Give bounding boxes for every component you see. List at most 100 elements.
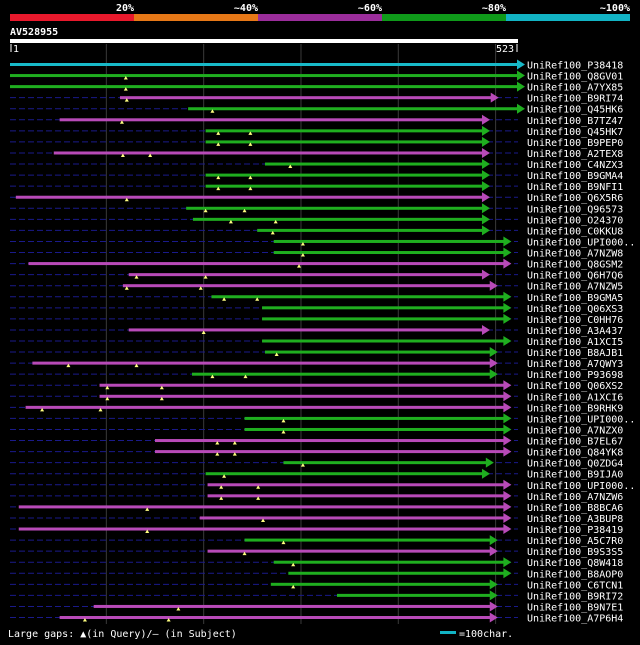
- hit-label[interactable]: UniRef100_A3A437: [527, 326, 623, 337]
- hit-label[interactable]: UniRef100_B9GMA4: [527, 171, 623, 182]
- hit-row[interactable]: UniRef100_O24370: [10, 214, 623, 226]
- hit-label[interactable]: UniRef100_B9S3S5: [527, 547, 623, 558]
- hit-label[interactable]: UniRef100_Q96573: [527, 204, 623, 215]
- hit-label[interactable]: UniRef100_A3BUP8: [527, 514, 623, 525]
- hit-label[interactable]: UniRef100_A7NZW6: [527, 492, 623, 503]
- hit-label[interactable]: UniRef100_B9PEP0: [527, 138, 623, 149]
- hit-label[interactable]: UniRef100_UPI000..: [527, 237, 635, 248]
- hit-label[interactable]: UniRef100_C4NZX3: [527, 160, 623, 171]
- hit-row[interactable]: UniRef100_A1XCI5: [10, 336, 623, 348]
- hit-row[interactable]: UniRef100_B9N7E1: [10, 601, 623, 613]
- hit-row[interactable]: UniRef100_A7NZW8: [10, 247, 623, 260]
- hit-row[interactable]: UniRef100_Q0ZDG4: [10, 457, 623, 470]
- hit-row[interactable]: UniRef100_A7YX85: [10, 81, 623, 94]
- hit-label[interactable]: UniRef100_UPI000..: [527, 481, 635, 492]
- hit-label[interactable]: UniRef100_B9NFI1: [527, 182, 623, 193]
- hit-row[interactable]: UniRef100_B9IJA0: [10, 468, 623, 481]
- hit-label[interactable]: UniRef100_A1XCI6: [527, 392, 623, 403]
- hit-label[interactable]: UniRef100_C6TCN1: [527, 580, 623, 591]
- hit-label[interactable]: UniRef100_B9RI74: [527, 94, 623, 105]
- hit-row[interactable]: UniRef100_B8AOP0: [10, 568, 623, 580]
- hit-label[interactable]: UniRef100_B8BCA6: [527, 503, 623, 514]
- hit-row[interactable]: UniRef100_A5C7R0: [10, 535, 623, 547]
- hit-row[interactable]: UniRef100_C0KKU8: [10, 225, 623, 237]
- hit-label[interactable]: UniRef100_C0HH76: [527, 315, 623, 326]
- hit-label[interactable]: UniRef100_A7YX85: [527, 83, 623, 94]
- hit-label[interactable]: UniRef100_UPI000..: [527, 414, 635, 425]
- hit-label[interactable]: UniRef100_B9N7E1: [527, 602, 623, 613]
- hit-label[interactable]: UniRef100_B7EL67: [527, 437, 623, 448]
- hit-row[interactable]: UniRef100_B8AJB1: [10, 347, 623, 359]
- hit-label[interactable]: UniRef100_Q06XS2: [527, 381, 623, 392]
- hit-row[interactable]: UniRef100_P38419: [10, 524, 623, 536]
- hit-row[interactable]: UniRef100_P38418: [10, 59, 623, 72]
- hit-row[interactable]: UniRef100_C4NZX3: [10, 159, 623, 171]
- hit-row[interactable]: UniRef100_UPI000..: [10, 413, 635, 425]
- hit-row[interactable]: UniRef100_Q84YK8: [10, 446, 623, 459]
- hit-row[interactable]: UniRef100_Q8GV01: [10, 70, 623, 83]
- hit-row[interactable]: UniRef100_Q45HK6: [10, 103, 623, 116]
- hit-label[interactable]: UniRef100_A7QWY3: [527, 359, 623, 370]
- hit-row[interactable]: UniRef100_Q6H7Q6: [10, 269, 623, 282]
- hit-label[interactable]: UniRef100_Q0ZDG4: [527, 459, 623, 470]
- hit-label[interactable]: UniRef100_C0KKU8: [527, 226, 623, 237]
- hit-row[interactable]: UniRef100_A1XCI6: [10, 391, 623, 403]
- hit-row[interactable]: UniRef100_UPI000..: [10, 236, 635, 248]
- hit-row[interactable]: UniRef100_A7QWY3: [10, 358, 623, 370]
- hit-row[interactable]: UniRef100_B9RI72: [10, 590, 623, 602]
- hit-row[interactable]: UniRef100_C6TCN1: [10, 579, 623, 591]
- hit-label[interactable]: UniRef100_Q45HK6: [527, 105, 623, 116]
- hit-row[interactable]: UniRef100_Q45HK7: [10, 125, 623, 138]
- hit-label[interactable]: UniRef100_Q8W418: [527, 558, 623, 569]
- hit-label[interactable]: UniRef100_A7P6H4: [527, 614, 623, 625]
- hit-row[interactable]: UniRef100_Q06XS2: [10, 380, 623, 392]
- hit-row[interactable]: UniRef100_B9S3S5: [10, 546, 623, 558]
- hit-row[interactable]: UniRef100_Q06XS3: [10, 302, 623, 315]
- hit-row[interactable]: UniRef100_B8BCA6: [10, 501, 623, 514]
- hit-label[interactable]: UniRef100_A2TEX8: [527, 149, 623, 160]
- hit-row[interactable]: UniRef100_Q8W418: [10, 557, 623, 569]
- hit-label[interactable]: UniRef100_A1XCI5: [527, 337, 623, 348]
- hit-row[interactable]: UniRef100_P93698: [10, 369, 623, 381]
- hit-row[interactable]: UniRef100_A2TEX8: [10, 147, 623, 160]
- hit-row[interactable]: UniRef100_B7TZ47: [10, 114, 623, 127]
- hit-row[interactable]: UniRef100_Q8GSM2: [10, 258, 623, 271]
- hit-row[interactable]: UniRef100_B9RI74: [10, 92, 623, 105]
- hit-row[interactable]: UniRef100_A7NZX0: [10, 424, 623, 436]
- hit-label[interactable]: UniRef100_B9IJA0: [527, 470, 623, 481]
- hit-label[interactable]: UniRef100_Q8GSM2: [527, 260, 623, 271]
- hit-label[interactable]: UniRef100_B8AJB1: [527, 348, 623, 359]
- hit-label[interactable]: UniRef100_B9GMA5: [527, 293, 623, 304]
- hit-label[interactable]: UniRef100_A5C7R0: [527, 536, 623, 547]
- hit-label[interactable]: UniRef100_P38418: [527, 61, 623, 72]
- hit-label[interactable]: UniRef100_A7NZW8: [527, 249, 623, 260]
- hit-row[interactable]: UniRef100_B9GMA4: [10, 170, 623, 182]
- hit-row[interactable]: UniRef100_Q96573: [10, 203, 623, 215]
- hit-row[interactable]: UniRef100_B9GMA5: [10, 291, 623, 304]
- hit-label[interactable]: UniRef100_Q45HK7: [527, 127, 623, 138]
- hit-label[interactable]: UniRef100_P38419: [527, 525, 623, 536]
- hit-row[interactable]: UniRef100_UPI000..: [10, 479, 635, 492]
- hit-row[interactable]: UniRef100_A3A437: [10, 324, 623, 337]
- hit-label[interactable]: UniRef100_O24370: [527, 215, 623, 226]
- hit-row[interactable]: UniRef100_B9PEP0: [10, 136, 623, 149]
- hit-row[interactable]: UniRef100_A3BUP8: [10, 512, 623, 525]
- hit-row[interactable]: UniRef100_A7P6H4: [10, 612, 623, 625]
- hit-label[interactable]: UniRef100_A7NZW5: [527, 282, 623, 293]
- hit-row[interactable]: UniRef100_Q6X5R6: [10, 192, 623, 204]
- hit-row[interactable]: UniRef100_A7NZW6: [10, 490, 623, 503]
- hit-label[interactable]: UniRef100_Q6H7Q6: [527, 271, 623, 282]
- hit-row[interactable]: UniRef100_B9NFI1: [10, 181, 623, 193]
- hit-label[interactable]: UniRef100_Q8GV01: [527, 72, 623, 83]
- hit-label[interactable]: UniRef100_B9RHK9: [527, 403, 623, 414]
- hit-label[interactable]: UniRef100_B8AOP0: [527, 569, 623, 580]
- hit-label[interactable]: UniRef100_Q06XS3: [527, 304, 623, 315]
- hit-row[interactable]: UniRef100_A7NZW5: [10, 280, 623, 293]
- hit-label[interactable]: UniRef100_P93698: [527, 370, 623, 381]
- hit-row[interactable]: UniRef100_C0HH76: [10, 313, 623, 326]
- hit-label[interactable]: UniRef100_Q6X5R6: [527, 193, 623, 204]
- hit-label[interactable]: UniRef100_B9RI72: [527, 591, 623, 602]
- hit-row[interactable]: UniRef100_B9RHK9: [10, 402, 623, 414]
- hit-label[interactable]: UniRef100_A7NZX0: [527, 425, 623, 436]
- hit-label[interactable]: UniRef100_Q84YK8: [527, 448, 623, 459]
